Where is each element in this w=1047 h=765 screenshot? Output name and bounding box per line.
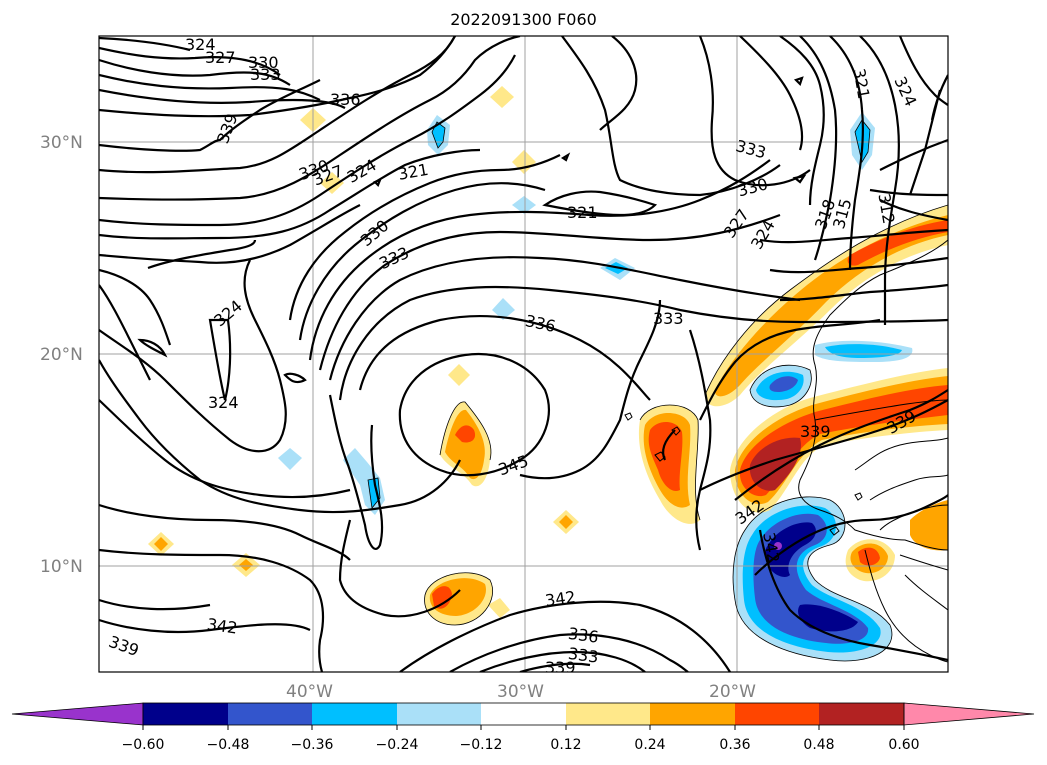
- lon-label-40w: 40°W: [286, 682, 333, 702]
- lon-label-30w: 30°W: [497, 682, 544, 702]
- contour-label: 336: [567, 624, 600, 647]
- lat-label-10n: 10°N: [40, 557, 83, 577]
- colorbar: −0.60 −0.48 −0.36 −0.24 −0.12 0.12 0.24 …: [11, 702, 1035, 753]
- positive-blob-west-africa-strong: [739, 385, 948, 497]
- country-border-6: [864, 549, 948, 663]
- map-border: [98, 35, 949, 673]
- positive-blob-east-edge: [910, 500, 948, 551]
- negative-blob-west-africa-strong: [769, 376, 798, 392]
- country-border-3: [869, 474, 948, 501]
- island-3: [624, 412, 633, 421]
- colorbar-segment: [566, 703, 650, 725]
- negative-blob-caribbean-max2: [798, 604, 858, 632]
- contour-label: 339: [545, 658, 576, 677]
- positive-band-northeast-mid: [714, 215, 948, 397]
- colorbar-segment: [397, 703, 481, 725]
- island-2: [671, 426, 681, 436]
- contour-label: 327: [205, 48, 236, 67]
- colorbar-segment: [228, 703, 312, 725]
- colorbar-tick-label: −0.60: [122, 737, 165, 753]
- diamond-small-5: [448, 364, 470, 386]
- blue-blob-4: [492, 298, 515, 320]
- positive-blob-cape-verde-strong: [648, 421, 683, 491]
- colorbar-segment: [481, 703, 566, 725]
- lat-label-20n: 20°N: [40, 345, 83, 365]
- blue-blob-5: [278, 448, 302, 470]
- diamond-small-4: [320, 172, 344, 194]
- colorbar-tick-label: −0.36: [291, 737, 334, 753]
- negative-blob-caribbean-max: [765, 522, 816, 577]
- contour-label: 342: [206, 615, 239, 638]
- shaded-field: [148, 86, 948, 661]
- colorbar-segment: [312, 703, 397, 725]
- colorbar-tick-label: 0.48: [803, 737, 834, 753]
- contour-label: 324: [185, 35, 216, 54]
- colorbar-segment: [735, 703, 819, 725]
- colorbar-tick-label: 0.12: [550, 737, 581, 753]
- latitude-labels: 30°N 20°N 10°N: [40, 133, 83, 577]
- colorbar-tick-label: −0.48: [207, 737, 250, 753]
- colorbar-segment: [650, 703, 735, 725]
- gridlines: [99, 36, 948, 672]
- colorbar-segment: [143, 703, 228, 725]
- negative-blob-sahel-mid: [825, 344, 902, 358]
- map-plot-area: 324 327 330 333 336 339 330 327 324 321 …: [99, 35, 948, 677]
- diamond-small-6-core: [559, 515, 573, 529]
- positive-blob-small-south: [488, 598, 510, 618]
- island-5: [854, 492, 863, 501]
- map-title: 2022091300 F060: [450, 10, 597, 29]
- contour-label: 336: [330, 90, 361, 109]
- positive-blob-mid-atlantic-strong: [455, 425, 476, 443]
- shading-outlines: [367, 119, 948, 662]
- country-border-2: [854, 437, 948, 471]
- positive-blob-west-africa-max: [749, 437, 801, 491]
- positive-blob-gulf-guinea-strong: [858, 547, 880, 566]
- country-border-7: [904, 574, 948, 611]
- island-4: [829, 526, 840, 536]
- blue-blob-2: [512, 196, 536, 214]
- contour-label: 321: [567, 203, 598, 222]
- colorbar-tick-label: 0.60: [888, 737, 919, 753]
- contour-label: 333: [567, 644, 600, 667]
- lon-label-20w: 20°W: [709, 682, 756, 702]
- colorbar-tick-label: 0.24: [634, 737, 665, 753]
- colorbar-tick-label: −0.12: [460, 737, 503, 753]
- positive-blob-mid-atlantic-mid: [445, 409, 485, 480]
- contour-label: 324: [208, 393, 239, 412]
- diamond-small-7-core: [154, 537, 168, 551]
- colorbar-tick-label: 0.36: [719, 737, 750, 753]
- contour-label: 330: [248, 53, 279, 72]
- coastline-west-africa: [798, 239, 948, 551]
- contour-lines: [99, 36, 948, 672]
- country-border-1: [814, 399, 948, 421]
- colorbar-extend-low: [11, 702, 144, 726]
- negative-blob-extreme: [774, 542, 782, 550]
- contour-label: 342: [544, 587, 577, 610]
- lat-label-30n: 30°N: [40, 133, 83, 153]
- island-1: [654, 451, 666, 462]
- coastlines: [624, 239, 948, 663]
- contour-label: 333: [250, 65, 281, 84]
- contour-label: 333: [653, 309, 684, 328]
- colorbar-extend-high: [903, 702, 1035, 726]
- contour-label: 339: [800, 422, 831, 441]
- colorbar-segment: [819, 703, 904, 725]
- longitude-labels: 40°W 30°W 20°W: [286, 682, 756, 702]
- positive-blob-south-atlantic-strong: [432, 586, 452, 609]
- diamond-small-8-core: [239, 559, 253, 571]
- colorbar-tick-label: −0.24: [376, 737, 419, 753]
- country-border-5: [899, 554, 948, 571]
- diamond-small-2: [490, 86, 514, 108]
